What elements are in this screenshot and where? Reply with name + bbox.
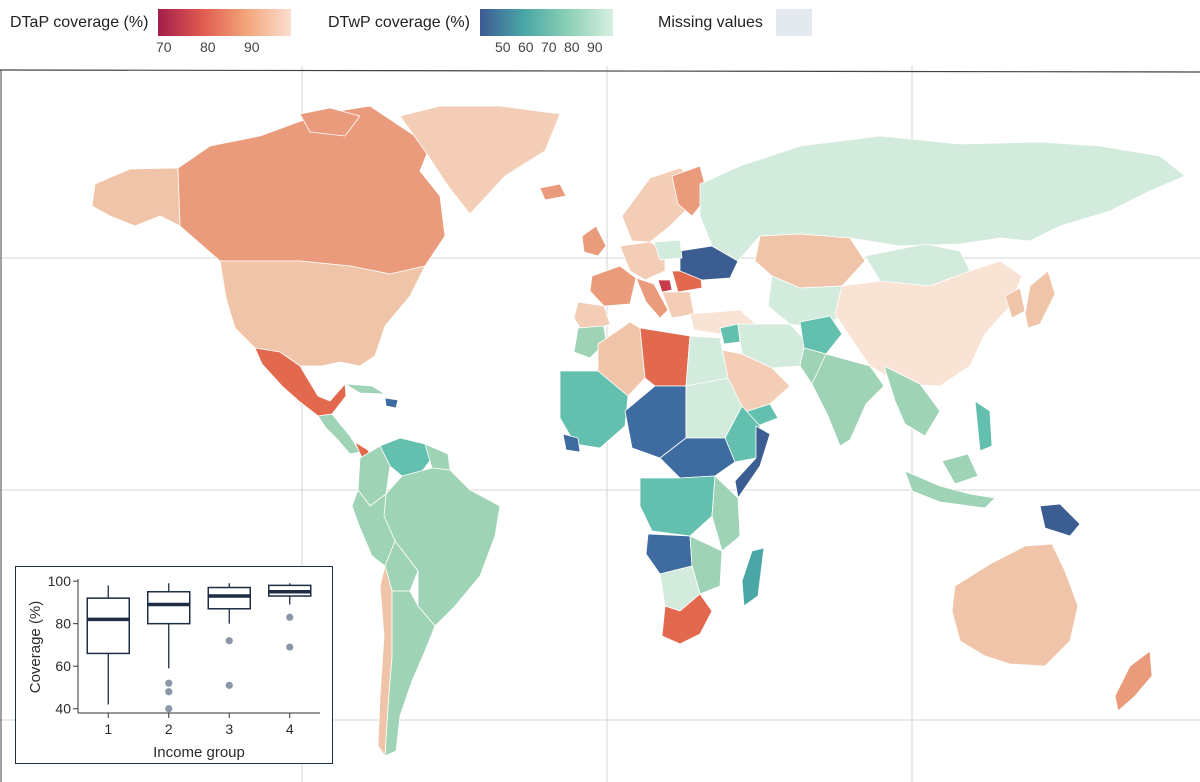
boxplot-chart: 40 60 80 100 1 2 3 4 Income group Coverage (%) [27, 573, 320, 761]
x-axis-title: Income group [153, 744, 245, 761]
region-madagascar [741, 547, 765, 607]
dtap-tick-label: 80 [200, 39, 216, 55]
dtap-tick-label: 70 [156, 39, 172, 55]
x-tick-label: 4 [286, 721, 294, 737]
region-australia [951, 543, 1079, 667]
region-bosnia [657, 279, 673, 293]
box-outlier-point [165, 705, 173, 713]
income-group-boxplot-inset: 40 60 80 100 1 2 3 4 Income group Coverage (%) [15, 566, 333, 764]
x-tick-label: 3 [225, 721, 233, 737]
region-indonesia [904, 470, 996, 509]
region-italy [635, 277, 669, 319]
missing-legend-label: Missing values [658, 14, 763, 31]
region-west-africa [559, 370, 629, 449]
y-tick-label: 40 [55, 701, 71, 717]
region-iceland [539, 183, 567, 201]
box-outlier-point [286, 643, 294, 651]
dtwp-color-scale [480, 9, 613, 36]
region-chile [377, 565, 393, 757]
dtap-color-scale [158, 9, 291, 36]
region-china [834, 260, 1023, 387]
region-usa [219, 260, 426, 367]
missing-values-swatch [776, 9, 812, 36]
region-france [589, 265, 637, 307]
region-syria [719, 323, 741, 345]
box-iqr [147, 591, 191, 625]
dtwp-tick-label: 60 [518, 39, 534, 55]
region-canadian-islands [299, 107, 361, 137]
region-mexico [254, 347, 347, 417]
region-greenland [399, 105, 561, 215]
region-alaska [91, 167, 181, 227]
dtwp-tick-label: 70 [541, 39, 557, 55]
region-papua-new-guinea [1039, 503, 1081, 537]
box-outlier-point [165, 679, 173, 687]
region-borneo [941, 453, 979, 485]
region-southern-africa-mid [689, 535, 723, 595]
dtwp-tick-label: 50 [495, 39, 511, 55]
dtwp-tick-label: 90 [587, 39, 603, 55]
y-axis-title: Coverage (%) [27, 601, 44, 694]
dtap-tick-label: 90 [244, 39, 260, 55]
region-philippines [974, 400, 993, 452]
region-haiti [384, 397, 399, 409]
y-tick-label: 100 [48, 573, 72, 589]
box-outlier-point [165, 688, 173, 696]
region-guinea [562, 433, 581, 453]
legend: DTaP coverage (%) 70 80 90 DTwP coverage… [0, 0, 1200, 66]
region-afghanistan [799, 315, 843, 355]
region-libya [639, 327, 691, 387]
region-japan [1024, 270, 1056, 329]
box-iqr [86, 597, 130, 655]
x-tick-label: 1 [104, 721, 112, 737]
dtwp-legend-title: DTwP coverage (%) [328, 14, 470, 31]
region-russia [699, 135, 1186, 262]
region-venezuela [379, 437, 433, 477]
region-new-zealand [1114, 650, 1153, 712]
dtap-legend-title: DTaP coverage (%) [10, 14, 149, 31]
box-iqr [207, 586, 251, 610]
region-south-africa [661, 593, 713, 645]
world-choropleth-map [0, 66, 1200, 782]
region-east-africa [711, 475, 741, 552]
y-tick-label: 80 [55, 616, 71, 632]
box-outlier-point [225, 681, 233, 689]
region-uk [581, 225, 607, 257]
y-tick-label: 60 [55, 658, 71, 674]
x-tick-label: 2 [165, 721, 173, 737]
region-poland [653, 239, 683, 261]
box-outlier-point [286, 613, 294, 621]
map-frame [0, 69, 1200, 73]
region-central-asia [767, 275, 851, 329]
region-india [811, 353, 885, 447]
region-southeast-asia [883, 365, 941, 437]
region-central-europe [619, 241, 666, 281]
region-korea [1004, 287, 1026, 319]
region-cuba [344, 383, 386, 395]
box-outlier-point [225, 637, 233, 645]
region-drc [639, 475, 716, 537]
dtwp-tick-label: 80 [564, 39, 580, 55]
